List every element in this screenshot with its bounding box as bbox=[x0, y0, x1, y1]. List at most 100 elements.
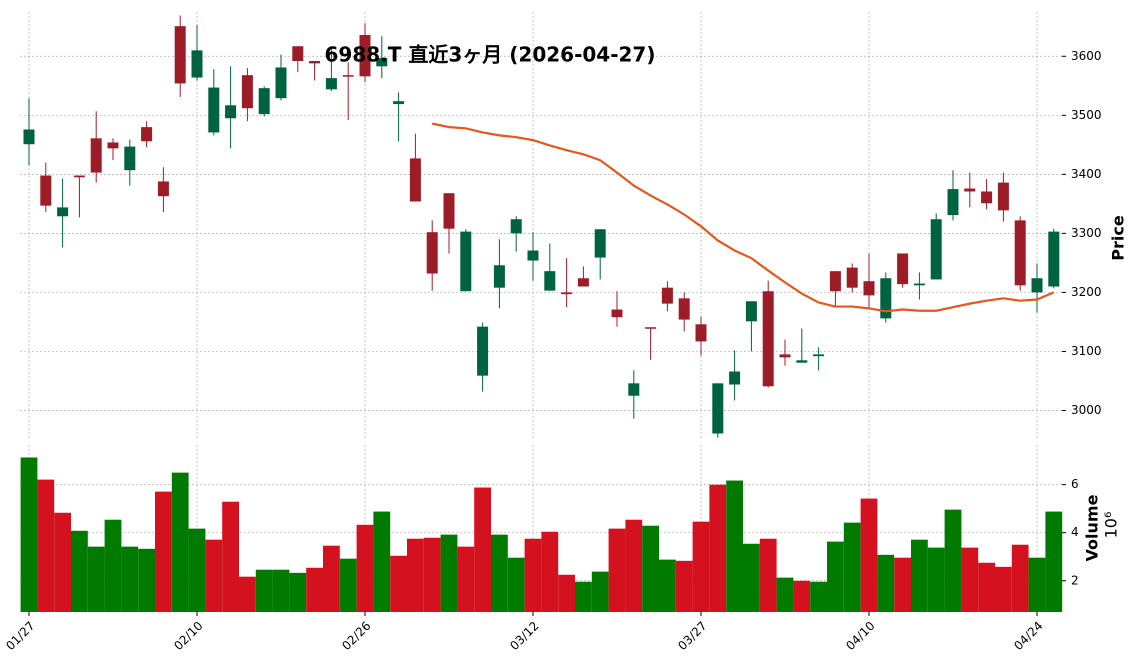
x-tick-label: 04/10 bbox=[843, 619, 877, 653]
volume-bar bbox=[423, 537, 441, 612]
y-tick-label: 6 bbox=[1071, 477, 1079, 491]
candle-body bbox=[460, 231, 472, 292]
volume-bar bbox=[37, 479, 55, 612]
volume-bar bbox=[675, 560, 693, 612]
volume-bar bbox=[995, 566, 1012, 612]
volume-bar bbox=[373, 511, 391, 612]
candle-body bbox=[577, 278, 589, 287]
candle-body bbox=[359, 35, 371, 77]
y-axis-title: Volume bbox=[1083, 494, 1102, 561]
candle-body bbox=[661, 287, 673, 304]
volume-bar bbox=[793, 580, 811, 612]
volume-bar bbox=[524, 538, 542, 612]
volume-bar bbox=[1011, 544, 1029, 612]
volume-bar bbox=[491, 534, 508, 612]
volume-bar bbox=[558, 574, 575, 612]
candle-body bbox=[897, 253, 909, 285]
volume-bar bbox=[608, 528, 626, 612]
candle-body bbox=[762, 291, 774, 387]
candle-body bbox=[594, 229, 606, 258]
volume-bar bbox=[323, 545, 340, 612]
volume-bar bbox=[860, 498, 878, 612]
volume-bar bbox=[709, 484, 727, 612]
x-tick-label: 01/27 bbox=[3, 619, 37, 653]
candle-body bbox=[829, 271, 841, 292]
candle-body bbox=[981, 191, 993, 204]
volume-bar bbox=[440, 534, 458, 612]
volume-bar bbox=[356, 524, 374, 612]
candle-body bbox=[544, 271, 556, 291]
chart-title: 6988.T 直近3ヶ月 (2026-04-27) bbox=[325, 43, 656, 67]
volume-bar bbox=[121, 546, 139, 612]
volume-bar bbox=[104, 519, 122, 612]
volume-bar bbox=[810, 581, 827, 612]
volume-bar bbox=[289, 572, 307, 612]
volume-bar bbox=[978, 562, 995, 612]
candle-body bbox=[477, 326, 489, 376]
volume-bar bbox=[188, 528, 206, 612]
volume-bar bbox=[944, 509, 962, 612]
candle-body bbox=[409, 158, 421, 202]
volume-bar bbox=[306, 567, 323, 612]
y-tick-label: 4 bbox=[1071, 525, 1079, 539]
candle-body bbox=[846, 267, 858, 288]
volume-bar bbox=[255, 569, 273, 612]
candle-body bbox=[309, 60, 321, 64]
volume-bar bbox=[541, 531, 559, 612]
volume-bar bbox=[776, 577, 794, 612]
volume-bar bbox=[507, 557, 525, 612]
volume-bar bbox=[759, 538, 777, 612]
volume-bar bbox=[390, 555, 407, 612]
candle-body bbox=[1031, 278, 1043, 293]
candle-body bbox=[258, 88, 270, 115]
y-axis-title: Price bbox=[1109, 215, 1128, 261]
y-tick-label: 3200 bbox=[1071, 285, 1102, 299]
candle-body bbox=[292, 46, 304, 61]
candle-body bbox=[880, 278, 892, 319]
volume-bar bbox=[877, 554, 895, 612]
candle-body bbox=[510, 219, 522, 234]
candle-body bbox=[561, 292, 573, 295]
volume-bar bbox=[171, 472, 189, 612]
volume-bar bbox=[54, 512, 71, 612]
candle-body bbox=[90, 138, 102, 173]
candle-body bbox=[964, 188, 976, 192]
candle-body bbox=[796, 360, 808, 363]
volume-bar bbox=[575, 581, 592, 612]
axis-exponent: 10⁶ bbox=[1102, 512, 1121, 539]
volume-bar bbox=[339, 558, 357, 612]
volume-bar bbox=[155, 491, 172, 612]
volume-bar bbox=[911, 539, 928, 612]
candle-body bbox=[40, 175, 52, 206]
volume-bar bbox=[692, 521, 710, 612]
candle-body bbox=[628, 383, 640, 396]
candle-body bbox=[779, 354, 791, 358]
y-tick-label: 3100 bbox=[1071, 344, 1102, 358]
y-tick-label: 2 bbox=[1071, 573, 1079, 587]
candle-body bbox=[225, 105, 237, 119]
candle-body bbox=[393, 101, 405, 105]
candle-body bbox=[443, 193, 455, 229]
candle-body bbox=[611, 309, 623, 318]
y-tick-label: 3300 bbox=[1071, 226, 1102, 240]
candle-body bbox=[645, 327, 657, 329]
candle-body bbox=[729, 371, 741, 385]
candle-body bbox=[191, 50, 203, 78]
volume-bar bbox=[457, 546, 475, 612]
volume-bar bbox=[642, 525, 659, 612]
candle-body bbox=[527, 250, 539, 261]
volume-bar bbox=[659, 559, 676, 612]
candles bbox=[23, 15, 1060, 438]
volume-bar bbox=[138, 548, 155, 612]
x-tick-label: 02/10 bbox=[171, 619, 205, 653]
candle-body bbox=[913, 283, 925, 286]
volume-bar bbox=[87, 546, 105, 612]
candle-body bbox=[342, 75, 354, 77]
candle-body bbox=[23, 129, 35, 145]
candle-body bbox=[695, 324, 707, 342]
volume-bar bbox=[20, 457, 38, 612]
volume-bar bbox=[222, 501, 239, 612]
candle-body bbox=[863, 281, 875, 296]
volume-bar bbox=[726, 480, 743, 612]
